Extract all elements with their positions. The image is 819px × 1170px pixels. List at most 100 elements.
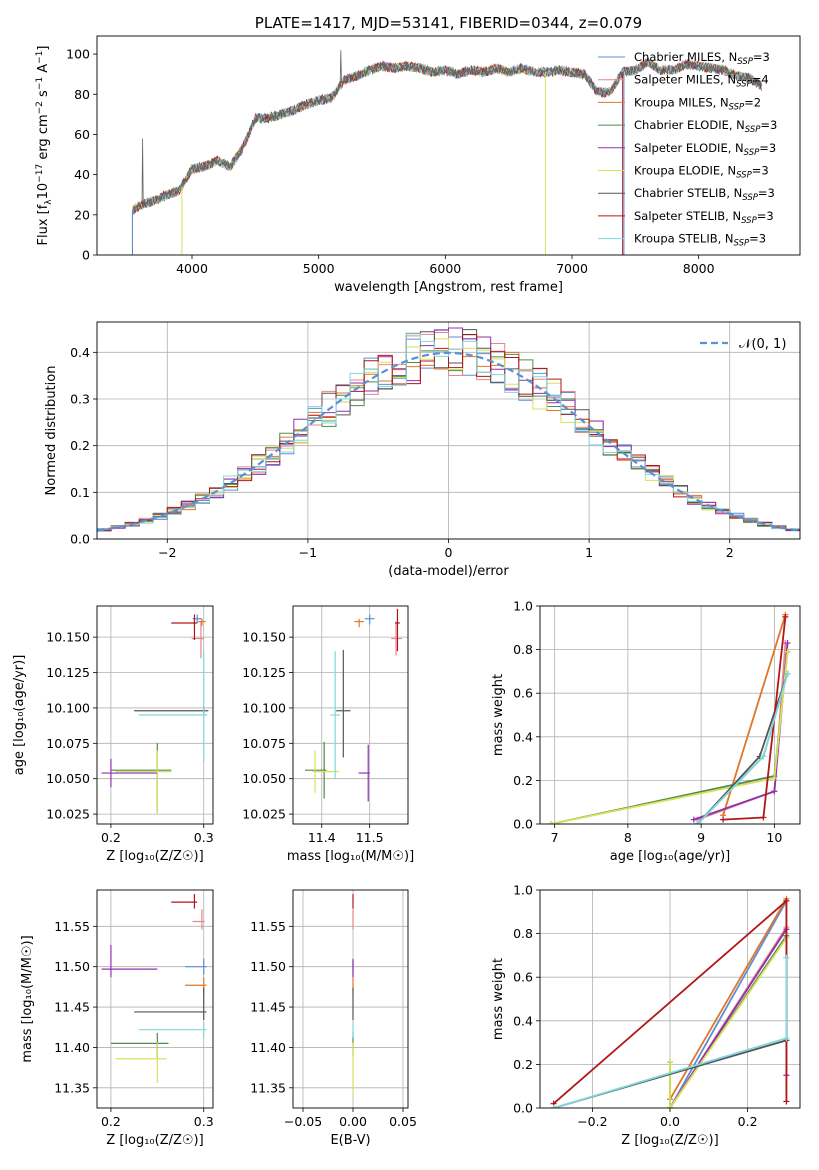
panel-age-vs-Z: 0.2 0.3 10.025 10.050 10.075 10.100 10.125 10.1… [12, 605, 214, 864]
weight-marker-salpeter-elodie [771, 788, 778, 795]
legend-sub: SSP [736, 171, 752, 181]
errorbar-salpeter-miles [192, 909, 205, 930]
y-tick-label: 0.4 [513, 729, 533, 744]
errorbar-salpeter-miles [391, 621, 402, 656]
legend-nssp: =3 [757, 209, 774, 223]
x-axis-label: E(B-V) [330, 1133, 370, 1148]
x-axis-label: age [log₁₀(age/yr)] [610, 849, 731, 864]
weight-marker-kroupa-stelib [694, 821, 701, 824]
x-tick-label: 4000 [176, 261, 208, 276]
x-tick-label: 0.2 [738, 1114, 758, 1129]
x-axis-label: mass [log₁₀(M/M☉)] [287, 849, 414, 864]
y-axis-label-part: erg cm [36, 114, 51, 163]
y-tick-label: 10.100 [46, 700, 90, 715]
weight-marker-kroupa-stelib [760, 753, 767, 760]
legend-model: Chabrier MILES, N [634, 50, 737, 64]
errorbar-chabrier-elodie [304, 741, 327, 799]
y-tick-label: 20 [74, 207, 90, 222]
y-axis-label-part: λ [44, 199, 54, 205]
legend-sub: SSP [729, 102, 745, 112]
x-axis-label: Z [log₁₀(Z/Z☉)] [621, 1133, 718, 1148]
errorbar-kroupa-stelib [138, 651, 208, 762]
errorbar-salpeter-stelib [171, 894, 198, 909]
y-tick-label: 0.2 [513, 773, 533, 788]
y-tick-label: 0.0 [513, 817, 533, 832]
plot-area-residuals [97, 327, 800, 539]
y-tick-label: 10.025 [46, 807, 90, 822]
x-tick-label: −2 [158, 545, 176, 560]
y-axis-label: Normed distribution [44, 366, 59, 496]
errorbar-chabrier-miles [185, 958, 207, 975]
legend-nssp: =3 [758, 186, 775, 200]
y-axis-label: mass weight [491, 958, 506, 1040]
y-tick-label: 0.4 [70, 345, 90, 360]
legend-sub: SSP [742, 193, 758, 203]
weight-marker-kroupa-elodie [784, 648, 791, 655]
y-axis-label: mass [log₁₀(M/M☉)] [20, 935, 35, 1062]
y-axis-label-part: Flux [f [36, 204, 51, 245]
panel-weight-vs-age: 7 8 9 10 0.0 0.2 0.4 0.6 0.8 1.0 age [log₁₀(age/yr… [491, 599, 801, 864]
legend-label-chabrier-stelib: Chabrier STELIB, NSSP=3 [634, 186, 775, 203]
axes-frame [539, 605, 801, 825]
weight-line-kroupa-miles [669, 898, 788, 1100]
histogram-salpeter-stelib [97, 333, 800, 539]
errorbar-kroupa-stelib [138, 1021, 207, 1038]
y-tick-label: 10.075 [46, 736, 90, 751]
y-tick-label: 0.8 [513, 926, 533, 941]
weight-marker-salpeter-stelib [783, 897, 790, 904]
legend-model: Salpeter MILES, N [634, 73, 736, 87]
legend-sub: SSP [736, 80, 752, 90]
panel-mass-vs-ebv: −0.05 0.00 0.05 11.35 11.40 11.45 11.50 11.55 E(… [250, 889, 417, 1148]
legend-sub: SSP [737, 57, 753, 67]
y-tick-label: 80 [74, 87, 90, 102]
y-axis-label-part: s [36, 90, 51, 101]
x-tick-label: 8000 [683, 261, 715, 276]
legend-nssp: =2 [744, 95, 761, 109]
errorbar-salpeter-miles [191, 621, 204, 659]
axes-frame [539, 889, 801, 1109]
x-tick-label: 5000 [303, 261, 335, 276]
y-axis-label: mass weight [491, 674, 506, 756]
normal-reference-curve [97, 351, 800, 532]
legend-label-chabrier-miles: Chabrier MILES, NSSP=3 [634, 50, 770, 67]
y-axis-label: age [log₁₀(age/yr)] [12, 655, 27, 776]
errorbar-kroupa-stelib [330, 651, 340, 779]
x-tick-label: 1 [585, 545, 593, 560]
x-tick-label: 7 [551, 830, 559, 845]
x-tick-label: 0 [445, 545, 453, 560]
x-tick-label: 2 [726, 545, 734, 560]
x-axis-label: Z [log₁₀(Z/Z☉)] [106, 849, 203, 864]
y-tick-label: 11.50 [250, 959, 286, 974]
axes-frame [96, 889, 214, 1109]
plot-area-weight-vs-Z [550, 895, 790, 1108]
legend-nssp: =3 [753, 50, 770, 64]
y-tick-label: 40 [74, 167, 90, 182]
x-tick-label: 0.00 [339, 1114, 367, 1129]
weight-marker-salpeter-elodie [690, 816, 697, 823]
legend-nssp: =3 [760, 118, 777, 132]
x-tick-label: −0.2 [577, 1114, 607, 1129]
y-tick-label: 11.50 [54, 959, 90, 974]
x-tick-label: 0.3 [194, 830, 214, 845]
x-tick-label: −1 [299, 545, 317, 560]
x-tick-label: 0.0 [660, 1114, 680, 1129]
axes-frame [96, 35, 801, 256]
weight-line-kroupa-miles [722, 614, 787, 816]
panel-spectrum: 4000 5000 6000 7000 8000 0 20 40 60 80 100 waveleng… [35, 35, 801, 295]
x-tick-label: 0.05 [389, 1114, 417, 1129]
legend-label-normal: 𝒩(0, 1) [739, 337, 786, 352]
x-axis-label: (data-model)/error [388, 564, 509, 579]
legend-model: Kroupa STELIB, N [634, 232, 734, 246]
y-tick-label: 0.1 [70, 485, 90, 500]
x-axis-label: wavelength [Angstrom, rest frame] [334, 280, 563, 295]
y-tick-label: 0.2 [70, 438, 90, 453]
y-tick-label: 10.125 [242, 665, 286, 680]
panel-age-vs-mass: 11.4 11.5 10.025 10.050 10.075 10.100 10.125 10… [242, 605, 414, 864]
legend-model: Chabrier STELIB, N [634, 186, 742, 200]
weight-marker-kroupa-stelib [550, 1105, 557, 1108]
y-axis-label-part: −1 [35, 77, 45, 90]
errorbar-kroupa-elodie [115, 750, 172, 815]
legend-sub: SSP [744, 148, 760, 158]
panel-mass-vs-Z: 0.2 0.3 11.35 11.40 11.45 11.50 11.55 Z [log₁₀(… [20, 889, 214, 1148]
